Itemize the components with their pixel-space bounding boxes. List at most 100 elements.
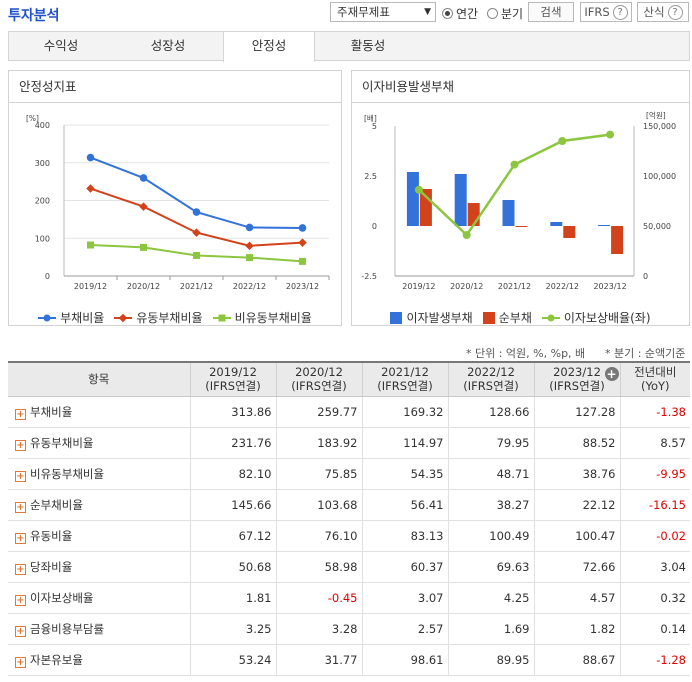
value-cell: 82.10 <box>189 458 276 490</box>
row-label: 당좌비율 <box>30 559 73 574</box>
formula-button-label: 산식 <box>643 5 665 19</box>
tab-growth[interactable]: 성장성 <box>150 38 186 53</box>
legend-item-debt-ratio: 부채비율 <box>38 309 104 326</box>
table-row: + 당좌비율 50.68 58.98 60.37 69.63 72.66 3.04 <box>8 551 690 583</box>
yoy-cell: 3.04 <box>619 551 690 583</box>
table-row: + 부채비율 313.86 259.77 169.32 128.66 127.28 -1.38 <box>8 396 690 428</box>
y-tick-label: 400 <box>35 121 50 130</box>
search-button[interactable]: 검색 <box>528 2 574 22</box>
stability-chart-panel: 안정성지표 [%] 0 100 200 300 400 2019/12 2020/12 2021… <box>8 70 342 326</box>
ifrs-button-label: IFRS <box>584 5 610 19</box>
value-cell: 38.76 <box>533 458 620 490</box>
expand-row-icon[interactable]: + <box>15 625 26 637</box>
tab-activity[interactable]: 활동성 <box>350 38 386 53</box>
interest-debt-chart-title: 이자비용발생부채 <box>352 71 689 103</box>
value-cell: 83.13 <box>361 520 448 552</box>
legend-item-interest-debt: 이자발생부채 <box>390 309 473 326</box>
legend-item-current-liab-ratio: 유동부채비율 <box>114 309 203 326</box>
tab-profitability[interactable]: 수익성 <box>43 38 79 53</box>
value-cell: 58.98 <box>275 551 362 583</box>
value-cell: -0.45 <box>275 582 362 614</box>
data-point <box>139 174 148 182</box>
formula-button[interactable]: 산식 ? <box>637 2 689 22</box>
yoy-cell: -9.95 <box>619 458 690 490</box>
legend-label-interest-debt: 이자발생부채 <box>406 311 473 325</box>
expand-row-icon[interactable]: + <box>15 594 26 606</box>
value-cell: 38.27 <box>447 489 534 521</box>
expand-row-icon[interactable]: + <box>15 408 26 420</box>
value-cell: 88.67 <box>533 644 620 676</box>
value-cell: 53.24 <box>189 644 276 676</box>
table-row: + 유동부채비율 231.76 183.92 114.97 79.95 88.52 8.57 <box>8 427 690 459</box>
statement-select-value: 주재무제표 <box>337 5 390 19</box>
data-point <box>299 257 306 265</box>
data-point <box>87 241 94 249</box>
data-point <box>606 130 615 139</box>
y-tick-label-left: -2.5 <box>361 272 377 281</box>
data-point <box>298 224 307 232</box>
value-cell: 56.41 <box>361 489 448 521</box>
header-period: 2022/12 (IFRS연결) <box>447 362 534 397</box>
data-point <box>245 241 254 251</box>
period-note: * 분기 : 순액기준 <box>605 347 686 360</box>
interest-debt-chart-legend: 이자발생부채 순부채 이자보상배율(좌) <box>352 309 689 326</box>
row-name-cell: + 유동비율 <box>8 520 190 552</box>
x-tick-label: 2022/12 <box>546 282 579 291</box>
legend-label-interest-coverage: 이자보상배율(좌) <box>563 311 651 325</box>
expand-row-icon[interactable]: + <box>15 470 26 482</box>
expand-row-icon[interactable]: + <box>15 439 26 451</box>
value-cell: 60.37 <box>361 551 448 583</box>
value-cell: 89.95 <box>447 644 534 676</box>
page-title: 투자분석 <box>8 8 60 24</box>
value-cell: 76.10 <box>275 520 362 552</box>
bar <box>611 226 624 254</box>
data-point <box>558 137 567 145</box>
radio-annual[interactable]: 연간 <box>442 5 478 22</box>
row-label: 이자보상배율 <box>30 590 94 605</box>
x-tick-label: 2020/12 <box>450 282 483 291</box>
value-cell: 31.77 <box>275 644 362 676</box>
radio-quarter[interactable]: 분기 <box>487 5 523 22</box>
expand-row-icon[interactable]: + <box>15 563 26 575</box>
data-point <box>462 231 471 239</box>
header-period-label: 2021/12 <box>381 365 429 380</box>
value-cell: 88.52 <box>533 427 620 459</box>
legend-item-net-debt: 순부채 <box>482 309 532 326</box>
tab-stability[interactable]: 안정성 <box>223 32 315 62</box>
interest-debt-chart-panel: 이자비용발생부채 [배] [억원] -2.5 0 2.5 5 0 50,000 100,000 1… <box>351 70 690 326</box>
header-yoy-sub: (YoY) <box>640 379 670 394</box>
bar <box>598 225 611 226</box>
yoy-cell: 0.14 <box>619 613 690 645</box>
legend-label-current-liab-ratio: 유동부채비율 <box>136 311 203 325</box>
row-name-cell: + 자본유보율 <box>8 644 190 676</box>
tab-bar: 수익성 성장성 안정성 활동성 <box>8 31 690 62</box>
stability-chart-legend: 부채비율 유동부채비율 비유동부채비율 <box>9 309 341 326</box>
value-cell: 3.07 <box>361 582 448 614</box>
legend-label-debt-ratio: 부채비율 <box>60 311 105 325</box>
y-tick-label-left: 2.5 <box>364 172 377 181</box>
value-cell: 100.49 <box>447 520 534 552</box>
y-tick-label-right: 150,000 <box>643 122 676 131</box>
expand-row-icon[interactable]: + <box>15 532 26 544</box>
y-tick-label-left: 5 <box>372 122 377 131</box>
value-cell: 114.97 <box>361 427 448 459</box>
expand-columns-icon[interactable]: + <box>604 367 619 381</box>
radio-quarter-label: 분기 <box>501 7 524 21</box>
bar <box>419 189 432 226</box>
data-point <box>298 238 307 247</box>
legend-circle-icon <box>541 314 560 321</box>
value-cell: 72.66 <box>533 551 620 583</box>
radio-unchecked-icon <box>487 8 498 19</box>
row-name-cell: + 이자보상배율 <box>8 582 190 614</box>
stability-chart-title: 안정성지표 <box>9 71 341 103</box>
expand-row-icon[interactable]: + <box>15 656 26 668</box>
header-yoy-label: 전년대비 <box>634 365 677 380</box>
unit-note: * 단위 : 억원, %, %p, 배 <box>466 347 586 360</box>
ifrs-button[interactable]: IFRS ? <box>580 2 632 22</box>
expand-row-icon[interactable]: + <box>15 501 26 513</box>
statement-select[interactable]: 주재무제표 ▼ <box>330 2 436 22</box>
y-axis-label: [%] <box>26 114 39 123</box>
header-basis-label: (IFRS연결) <box>205 379 261 394</box>
legend-label-net-debt: 순부채 <box>498 311 532 325</box>
data-point <box>510 160 519 169</box>
